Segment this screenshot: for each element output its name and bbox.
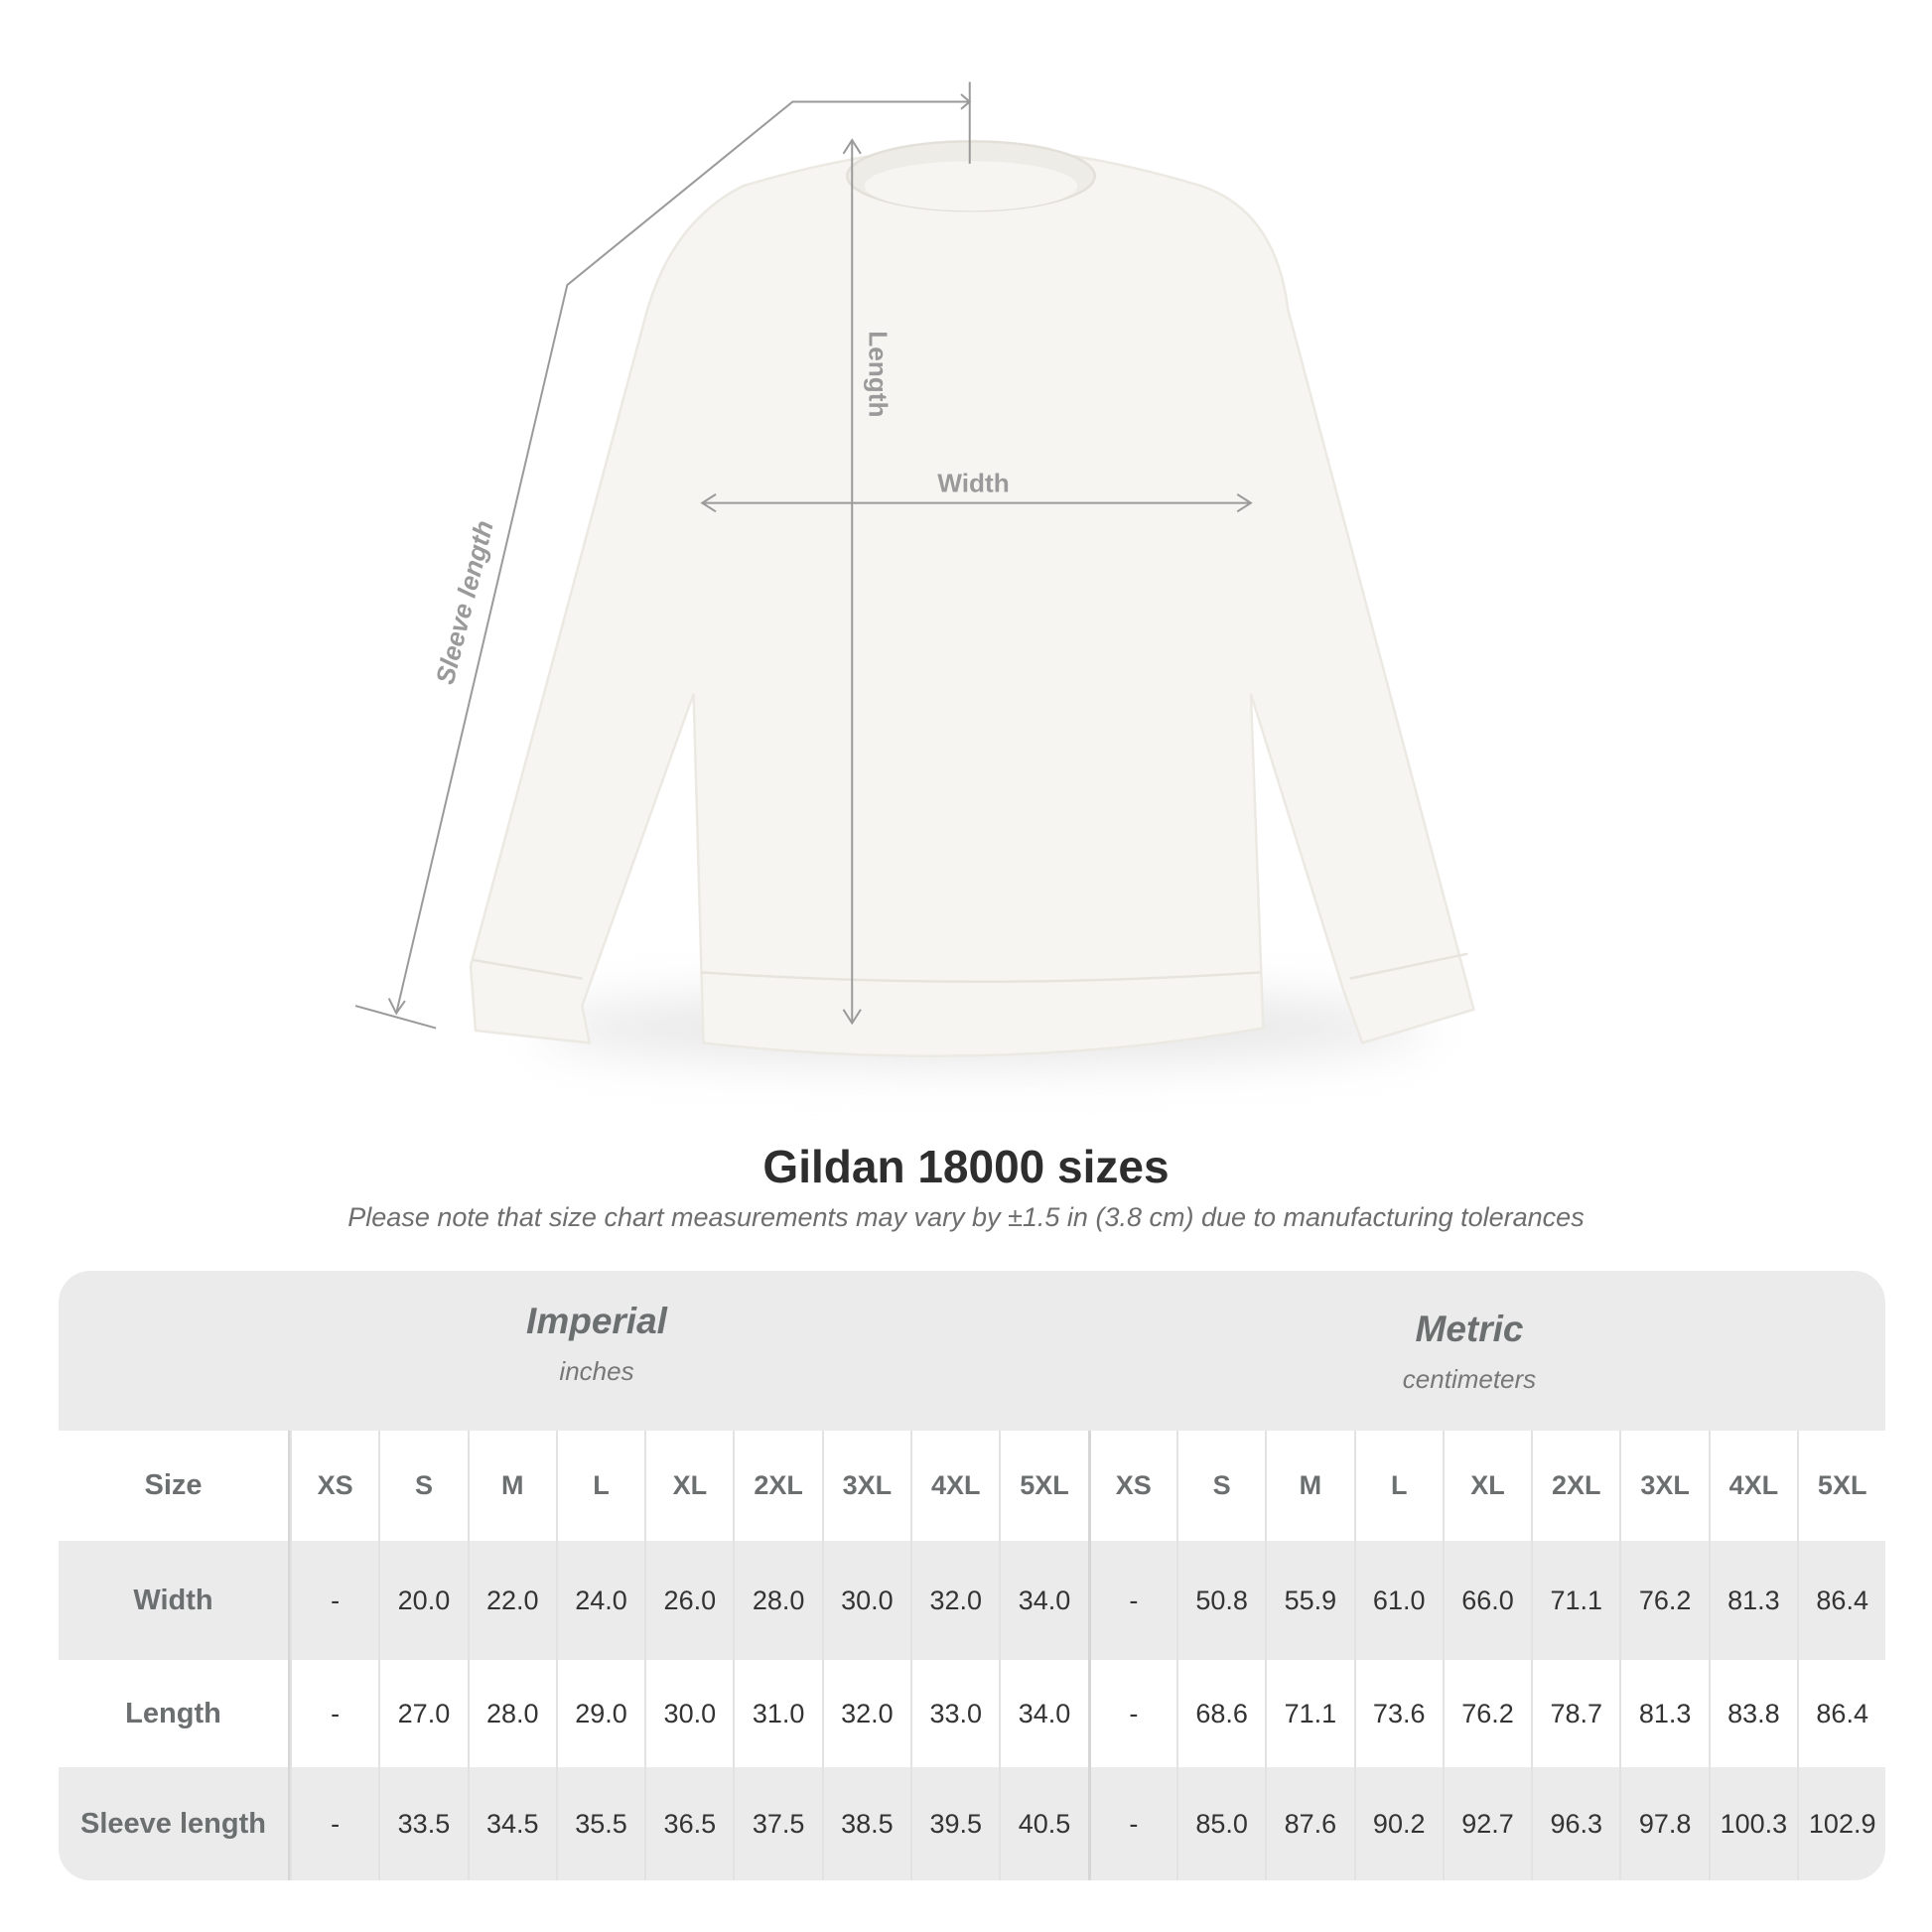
metric-value: 86.4 (1797, 1541, 1885, 1660)
imperial-value: 33.5 (378, 1767, 467, 1880)
metric-value: 90.2 (1353, 1767, 1443, 1880)
width-label: Width (937, 468, 1009, 497)
metric-value: 86.4 (1797, 1660, 1885, 1767)
imperial-value: 40.5 (999, 1767, 1087, 1880)
imperial-size-m: M (467, 1431, 556, 1541)
metric-value: 85.0 (1175, 1767, 1265, 1880)
row-label: Sleeve length (59, 1767, 290, 1880)
metric-size-l: L (1353, 1431, 1443, 1541)
table-row-sleeve-length: Sleeve length -33.5 34.5 35.5 36.5 37.5 38.5 39… (59, 1767, 1885, 1880)
metric-value: 83.8 (1708, 1660, 1797, 1767)
metric-value: 100.3 (1708, 1767, 1797, 1880)
tolerance-note: Please note that size chart measurements… (347, 1202, 1585, 1232)
imperial-value: 20.0 (378, 1541, 467, 1660)
metric-title: Metric (1415, 1309, 1524, 1349)
imperial-value: 30.0 (644, 1660, 733, 1767)
metric-size-3xl: 3XL (1619, 1431, 1708, 1541)
imperial-value: 34.5 (467, 1767, 556, 1880)
imperial-value: 39.5 (910, 1767, 999, 1880)
metric-value: - (1087, 1541, 1176, 1660)
metric-size-2xl: 2XL (1531, 1431, 1619, 1541)
imperial-size-5xl: 5XL (999, 1431, 1087, 1541)
metric-value: 81.3 (1708, 1541, 1797, 1660)
imperial-header: Imperial inches (348, 1301, 845, 1387)
size-header-row: Size XS S M L XL 2XL 3XL 4XL 5XL XS S M L XL 2XL 3XL 4XL 5… (59, 1431, 1885, 1541)
sleeve-end-tick (354, 1005, 437, 1030)
imperial-value: 38.5 (821, 1767, 910, 1880)
metric-value: - (1087, 1767, 1176, 1880)
metric-value: 97.8 (1619, 1767, 1708, 1880)
metric-size-s: S (1175, 1431, 1265, 1541)
sweatshirt-illustration (469, 140, 1475, 1057)
metric-header: Metric centimeters (1221, 1309, 1718, 1395)
imperial-value: 24.0 (555, 1541, 644, 1660)
imperial-size-xl: XL (644, 1431, 733, 1541)
metric-value: 92.7 (1442, 1767, 1531, 1880)
metric-value: 61.0 (1353, 1541, 1443, 1660)
metric-value: - (1087, 1660, 1176, 1767)
metric-size-xs: XS (1087, 1431, 1176, 1541)
length-label: Length (864, 331, 894, 417)
metric-value: 96.3 (1531, 1767, 1619, 1880)
imperial-size-3xl: 3XL (821, 1431, 910, 1541)
imperial-value: 28.0 (467, 1660, 556, 1767)
imperial-title: Imperial (526, 1301, 667, 1341)
metric-value: 71.1 (1265, 1660, 1353, 1767)
imperial-value: 26.0 (644, 1541, 733, 1660)
imperial-value: 22.0 (467, 1541, 556, 1660)
imperial-value: - (290, 1541, 378, 1660)
imperial-value: 37.5 (733, 1767, 821, 1880)
metric-value: 78.7 (1531, 1660, 1619, 1767)
imperial-size-2xl: 2XL (733, 1431, 821, 1541)
imperial-value: 28.0 (733, 1541, 821, 1660)
size-label: Size (59, 1431, 290, 1541)
imperial-value: 30.0 (821, 1541, 910, 1660)
imperial-value: 27.0 (378, 1660, 467, 1767)
sweatshirt-diagram: Length Width Sleeve length (354, 81, 1475, 1057)
imperial-size-s: S (378, 1431, 467, 1541)
imperial-value: 34.0 (999, 1541, 1087, 1660)
imperial-value: - (290, 1660, 378, 1767)
table-row-length: Length -27.0 28.0 29.0 30.0 31.0 32.0 33.0 34.0-… (59, 1660, 1885, 1767)
row-label: Width (59, 1541, 290, 1660)
imperial-value: 32.0 (910, 1541, 999, 1660)
imperial-size-l: L (555, 1431, 644, 1541)
table-system-header: Imperial inches Metric centimeters (59, 1271, 1885, 1431)
metric-value: 102.9 (1797, 1767, 1885, 1880)
imperial-unit: inches (559, 1356, 634, 1386)
metric-unit: centimeters (1402, 1364, 1537, 1394)
imperial-size-4xl: 4XL (910, 1431, 999, 1541)
metric-value: 71.1 (1531, 1541, 1619, 1660)
sleeve-length-line (395, 100, 970, 1014)
metric-size-m: M (1265, 1431, 1353, 1541)
metric-value: 73.6 (1353, 1660, 1443, 1767)
imperial-value: 29.0 (555, 1660, 644, 1767)
size-table: Imperial inches Metric centimeters Size X… (59, 1271, 1885, 1880)
page-title: Gildan 18000 sizes (762, 1141, 1170, 1192)
metric-value: 81.3 (1619, 1660, 1708, 1767)
imperial-value: 33.0 (910, 1660, 999, 1767)
metric-value: 68.6 (1175, 1660, 1265, 1767)
sleeve-length-label: Sleeve length (430, 517, 499, 687)
metric-value: 87.6 (1265, 1767, 1353, 1880)
metric-size-xl: XL (1442, 1431, 1531, 1541)
imperial-value: 32.0 (821, 1660, 910, 1767)
metric-size-5xl: 5XL (1797, 1431, 1885, 1541)
table-row-width: Width -20.0 22.0 24.0 26.0 28.0 30.0 32.0 34.0-5… (59, 1541, 1885, 1660)
metric-value: 76.2 (1619, 1541, 1708, 1660)
imperial-size-xs: XS (290, 1431, 378, 1541)
row-label: Length (59, 1660, 290, 1767)
metric-value: 55.9 (1265, 1541, 1353, 1660)
metric-value: 66.0 (1442, 1541, 1531, 1660)
imperial-value: 34.0 (999, 1660, 1087, 1767)
imperial-value: 35.5 (555, 1767, 644, 1880)
metric-value: 76.2 (1442, 1660, 1531, 1767)
imperial-value: 36.5 (644, 1767, 733, 1880)
imperial-value: 31.0 (733, 1660, 821, 1767)
imperial-value: - (290, 1767, 378, 1880)
metric-value: 50.8 (1175, 1541, 1265, 1660)
metric-size-4xl: 4XL (1708, 1431, 1797, 1541)
